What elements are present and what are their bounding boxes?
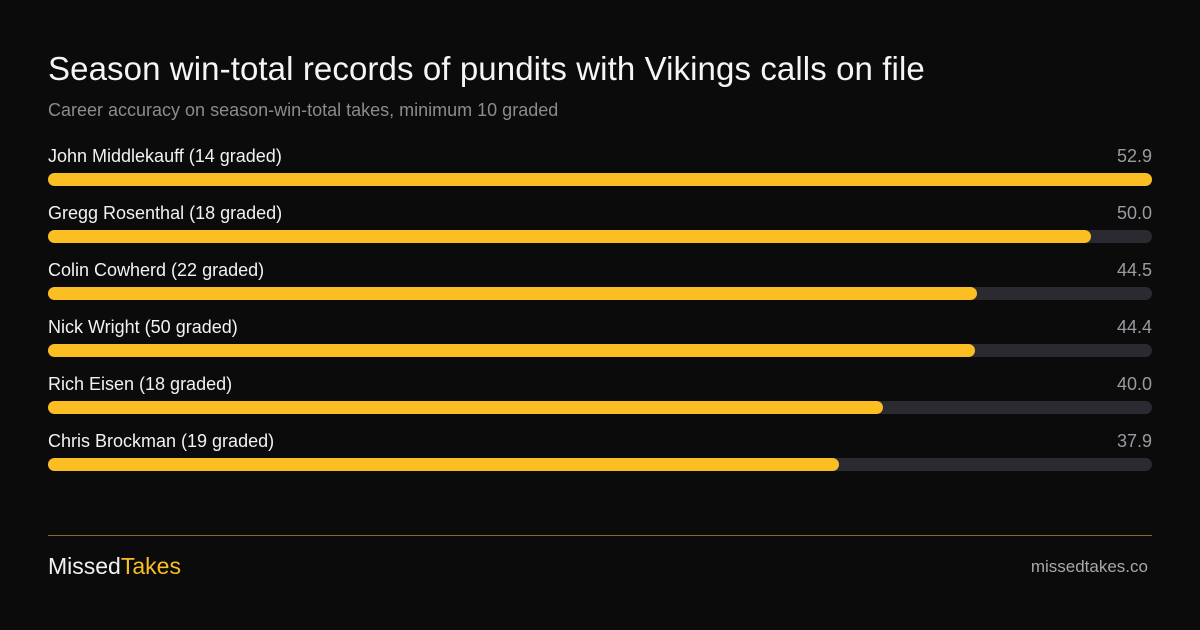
bar-track [48,287,1152,300]
chart-subtitle: Career accuracy on season-win-total take… [48,100,559,120]
bar [48,344,975,357]
bar-value-label: 52.9 [1116,146,1152,166]
brand-logo-part1: Missed [48,553,121,579]
bar-label: Gregg Rosenthal (18 graded) [48,203,283,223]
brand-logo: MissedTakes [48,553,181,580]
bar-chart: John Middlekauff (14 graded) 52.9 Gregg Ro… [48,144,1152,486]
bar-label: John Middlekauff (14 graded) [48,146,282,166]
bar-value-label: 37.9 [1116,431,1152,451]
bar-track [48,230,1152,243]
bar [48,458,839,471]
bar-value-label: 50.0 [1116,203,1152,223]
bar-row: Colin Cowherd (22 graded) 44.5 [48,258,1152,315]
bar-row: Gregg Rosenthal (18 graded) 50.0 [48,201,1152,258]
bar-row: Nick Wright (50 graded) 44.4 [48,315,1152,372]
brand-logo-part2: Takes [120,553,181,579]
bar-label: Rich Eisen (18 graded) [48,374,233,394]
bar-label: Nick Wright (50 graded) [48,317,238,337]
bar [48,230,1091,243]
bar-value-label: 44.5 [1116,260,1152,280]
bar-value-label: 40.0 [1116,374,1152,394]
site-url: missedtakes.co [1030,557,1148,576]
bar-track [48,344,1152,357]
bar-track [48,173,1152,186]
bar [48,173,1152,186]
bar-value-label: 44.4 [1116,317,1152,337]
bar-row: Rich Eisen (18 graded) 40.0 [48,372,1152,429]
bar [48,287,977,300]
bar-row: John Middlekauff (14 graded) 52.9 [48,144,1152,201]
bar-label: Chris Brockman (19 graded) [48,431,275,451]
bar-track [48,401,1152,414]
footer-divider [48,535,1152,536]
bar-row: Chris Brockman (19 graded) 37.9 [48,429,1152,486]
bar-label: Colin Cowherd (22 graded) [48,260,265,280]
bar-track [48,458,1152,471]
chart-title: Season win-total records of pundits with… [48,50,925,87]
bar [48,401,883,414]
